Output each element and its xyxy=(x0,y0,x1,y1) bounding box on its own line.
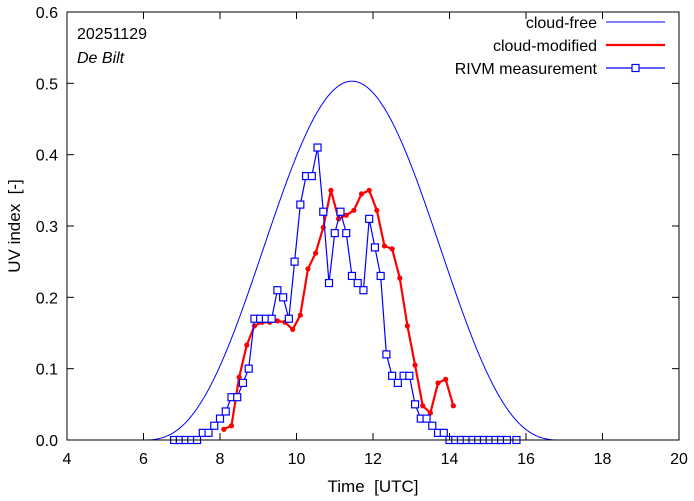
rivm-measurement-point xyxy=(393,378,402,388)
rivm-measurement-point xyxy=(210,421,219,430)
legend: cloud-free cloud-modified RIVM measureme… xyxy=(455,15,665,78)
rivm-measurement-point xyxy=(244,364,253,373)
y-tick-label: 0.1 xyxy=(36,362,58,379)
cloud-modified-point xyxy=(358,191,365,197)
series-cloud-free-line xyxy=(143,80,561,441)
cloud-modified-point xyxy=(397,275,403,281)
rivm-measurement-point xyxy=(267,314,276,323)
rivm-measurement-point xyxy=(238,378,248,388)
rivm-measurement-point xyxy=(365,214,374,223)
legend-label-cloud-modified: cloud-modified xyxy=(493,38,597,55)
rivm-measurement-point xyxy=(376,271,385,281)
x-tick-label: 12 xyxy=(364,451,382,468)
x-tick-label: 20 xyxy=(670,451,688,468)
station-annotation: De Bilt xyxy=(77,50,125,67)
cloud-modified-point xyxy=(297,312,303,318)
cloud-modified-point xyxy=(450,403,456,409)
legend-label-rivm-measurement: RIVM measurement xyxy=(455,61,598,78)
cloud-modified-point xyxy=(228,423,235,429)
y-tick-label: 0.6 xyxy=(36,5,58,22)
rivm-measurement-point xyxy=(233,393,242,402)
x-tick-label: 10 xyxy=(288,451,306,468)
cloud-modified-point xyxy=(328,187,334,193)
rivm-measurement-point xyxy=(347,271,357,281)
y-tick-label: 0.3 xyxy=(36,219,58,236)
x-tick-label: 4 xyxy=(63,451,72,468)
cloud-modified-point xyxy=(290,326,296,333)
rivm-measurement-point xyxy=(215,414,225,423)
rivm-measurement-point xyxy=(330,229,339,238)
rivm-measurement-point xyxy=(296,200,305,209)
cloud-modified-point xyxy=(221,426,227,432)
x-axis-label: Time [UTC] xyxy=(328,477,419,496)
cloud-modified-point xyxy=(351,207,357,213)
cloud-modified-point xyxy=(435,380,441,386)
rivm-measurement-point xyxy=(359,286,368,295)
x-tick-label: 18 xyxy=(594,451,612,468)
date-annotation: 20251129 xyxy=(77,26,147,43)
rivm-measurement-point xyxy=(273,286,282,295)
rivm-measurement-point xyxy=(405,371,414,380)
rivm-measurement-point xyxy=(221,407,230,416)
x-tick-label: 14 xyxy=(441,451,459,468)
rivm-measurement-point xyxy=(388,371,397,380)
cloud-modified-point xyxy=(412,362,418,368)
rivm-measurement-point xyxy=(336,207,345,216)
rivm-measurement-point xyxy=(353,278,362,288)
rivm-measurement-point xyxy=(422,414,431,423)
rivm-measurement-point xyxy=(284,314,293,323)
x-tick-label: 16 xyxy=(517,451,535,468)
rivm-measurement-point xyxy=(324,278,334,288)
cloud-modified-point xyxy=(366,187,372,193)
y-tick-label: 0.5 xyxy=(36,76,58,93)
y-tick-label: 0.2 xyxy=(36,290,58,307)
cloud-modified-point xyxy=(251,323,258,329)
rivm-measurement-point xyxy=(313,143,322,152)
ticks: 4 6 8 10 12 14 16 18 20 0.0 0.1 0.2 0.3 0.4 0.5 0.6 xyxy=(36,5,688,468)
cloud-modified-point xyxy=(343,212,349,218)
y-tick-label: 0.4 xyxy=(36,148,58,165)
cloud-modified-point xyxy=(427,410,433,416)
cloud-modified-point xyxy=(305,266,311,272)
rivm-measurement-point xyxy=(342,229,351,238)
rivm-measurement-point xyxy=(307,171,316,181)
cloud-modified-point xyxy=(236,374,242,380)
y-axis-label: UV index [-] xyxy=(5,179,24,273)
rivm-measurement-point xyxy=(290,257,299,266)
legend-label-cloud-free: cloud-free xyxy=(526,15,597,32)
cloud-modified-point xyxy=(313,250,319,256)
cloud-modified-point xyxy=(381,243,388,249)
cloud-modified-point xyxy=(374,207,380,213)
rivm-measurement-point xyxy=(428,421,437,430)
rivm-measurement-point xyxy=(370,243,380,252)
rivm-measurement-point xyxy=(279,293,288,302)
rivm-measurement-point xyxy=(439,428,448,437)
cloud-modified-point xyxy=(404,323,411,329)
y-tick-label: 0.0 xyxy=(36,433,58,450)
cloud-modified-point xyxy=(389,246,395,252)
x-tick-label: 8 xyxy=(216,451,225,468)
cloud-modified-point xyxy=(244,342,250,348)
rivm-measurement-point xyxy=(382,350,391,359)
cloud-modified-point xyxy=(420,403,426,409)
rivm-measurement-point xyxy=(319,207,328,216)
cloud-modified-point xyxy=(274,318,280,324)
x-tick-label: 6 xyxy=(139,451,148,468)
rivm-measurement-point xyxy=(204,428,213,437)
cloud-modified-point xyxy=(443,376,449,382)
legend-marker-rivm-measurement xyxy=(631,63,640,73)
rivm-measurement-point xyxy=(410,400,420,409)
